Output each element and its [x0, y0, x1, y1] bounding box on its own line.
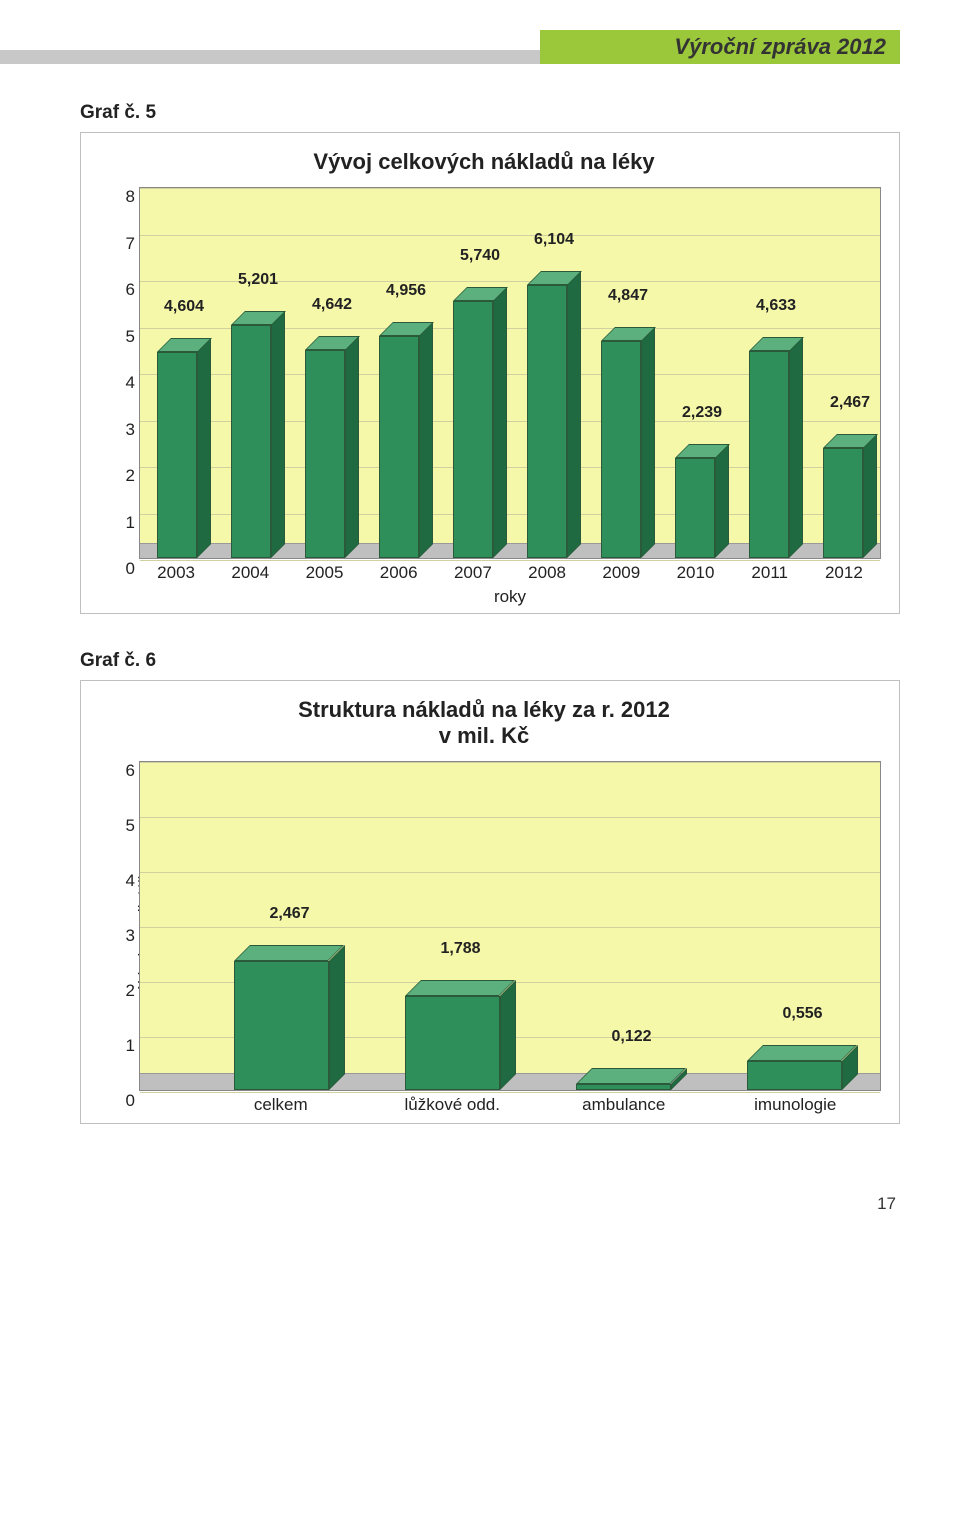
bar: [453, 287, 494, 558]
gridline: [140, 188, 880, 189]
bar: [234, 945, 328, 1090]
bar-value-label: 0,122: [611, 1028, 651, 1046]
chart5-caption: Graf č. 5: [80, 102, 900, 124]
xtick: 2004: [231, 563, 269, 583]
bar: [601, 327, 642, 558]
ytick: 4: [126, 871, 135, 891]
bar: [749, 337, 790, 558]
gridline: [140, 927, 880, 928]
ytick: 5: [126, 327, 135, 347]
bar-value-label: 4,847: [608, 287, 648, 305]
chart6-frame: Struktura nákladů na léky za r. 2012v mi…: [80, 680, 900, 1124]
bar: [823, 434, 864, 558]
xtick: lůžkové odd.: [405, 1095, 500, 1115]
xtick: 2005: [306, 563, 344, 583]
chart6-title: Struktura nákladů na léky za r. 2012v mi…: [87, 697, 881, 749]
chart6-xticks: celkem lůžkové odd. ambulance imunologie: [139, 1091, 881, 1117]
gridline: [140, 872, 880, 873]
bar: [675, 444, 716, 558]
bar: [231, 311, 272, 558]
header-gray-band: [0, 50, 540, 64]
ytick: 1: [126, 1036, 135, 1056]
bar-value-label: 0,556: [782, 1005, 822, 1023]
xtick: 2009: [602, 563, 640, 583]
chart5-xlabel: roky: [139, 587, 881, 607]
ytick: 3: [126, 926, 135, 946]
gridline: [140, 817, 880, 818]
bar: [576, 1068, 670, 1090]
bar-value-label: 4,604: [164, 298, 204, 316]
bar: [747, 1045, 841, 1090]
ytick: 0: [126, 559, 135, 579]
bar-value-label: 4,633: [756, 297, 796, 315]
chart6-caption: Graf č. 6: [80, 650, 900, 672]
header-green-band: Výroční zpráva 2012: [540, 30, 900, 64]
ytick: 2: [126, 981, 135, 1001]
xtick: 2008: [528, 563, 566, 583]
chart5-yticks: 012345678: [111, 187, 139, 559]
bar-value-label: 6,104: [534, 231, 574, 249]
ytick: 4: [126, 373, 135, 393]
xtick: 2003: [157, 563, 195, 583]
ytick: 1: [126, 513, 135, 533]
bar-value-label: 2,239: [682, 404, 722, 422]
bar-value-label: 1,788: [440, 940, 480, 958]
chart5-xticks: 2003 2004 2005 2006 2007 2008 2009 2010 2011 2012: [139, 559, 881, 585]
chart6-plot-area: 2,467 1,788 0,122 0,556: [139, 761, 881, 1091]
xtick: ambulance: [582, 1095, 665, 1115]
bar: [305, 336, 346, 558]
chart5-plot-area: 4,604 5,201 4,642 4,956 5,740 6,104 4,847 2,239…: [139, 187, 881, 559]
report-header: Výroční zpráva 2012: [80, 30, 900, 66]
bar: [157, 338, 198, 558]
ytick: 2: [126, 466, 135, 486]
bar: [527, 271, 568, 558]
bar: [379, 322, 420, 558]
gridline: [140, 762, 880, 763]
bar-value-label: 2,467: [269, 905, 309, 923]
ytick: 8: [126, 187, 135, 207]
ytick: 6: [126, 761, 135, 781]
bar-value-label: 5,201: [238, 271, 278, 289]
bar-value-label: 4,956: [386, 282, 426, 300]
ytick: 6: [126, 280, 135, 300]
chart6-yticks: 0123456: [111, 761, 139, 1091]
gridline: [140, 235, 880, 236]
xtick: 2010: [677, 563, 715, 583]
bar: [405, 980, 499, 1090]
bar-value-label: 5,740: [460, 247, 500, 265]
ytick: 3: [126, 420, 135, 440]
xtick: imunologie: [754, 1095, 836, 1115]
ytick: 0: [126, 1091, 135, 1111]
header-title: Výroční zpráva 2012: [674, 34, 886, 59]
ytick: 7: [126, 234, 135, 254]
xtick: 2011: [751, 563, 788, 583]
xtick: 2007: [454, 563, 492, 583]
bar-value-label: 4,642: [312, 296, 352, 314]
bar-value-label: 2,467: [830, 394, 870, 412]
ytick: 5: [126, 816, 135, 836]
xtick: celkem: [254, 1095, 308, 1115]
chart5-frame: Vývoj celkových nákladů na léky celkové …: [80, 132, 900, 614]
xtick: 2006: [380, 563, 418, 583]
xtick: 2012: [825, 563, 863, 583]
page-number: 17: [80, 1194, 900, 1214]
chart5-title: Vývoj celkových nákladů na léky: [87, 149, 881, 175]
